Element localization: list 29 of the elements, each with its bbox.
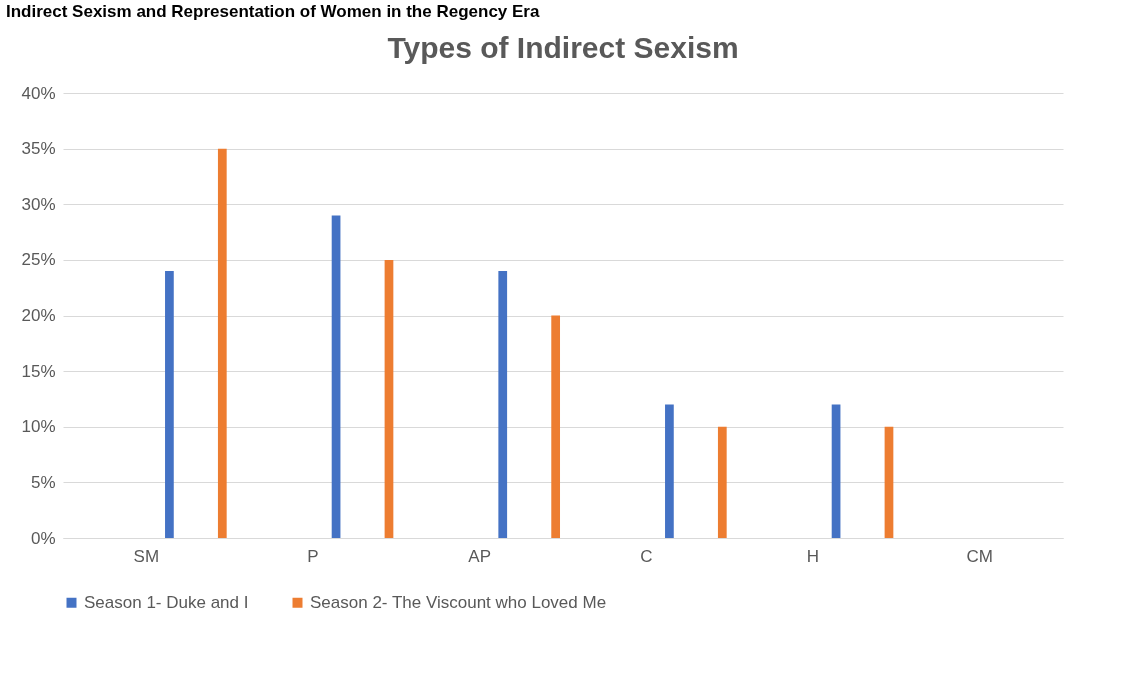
x-tick-label: C [640, 546, 653, 566]
y-tick-label: 10% [21, 417, 56, 437]
bar [831, 404, 841, 538]
bar [665, 404, 674, 538]
x-tick-label: SM [133, 546, 160, 566]
y-tick-label: 0% [30, 528, 56, 548]
x-tick-label: AP [468, 546, 492, 566]
text: Indirect Sexism and Representation of Women in the Regency Era [5, 1, 541, 23]
bar [498, 271, 508, 538]
bar [331, 215, 341, 538]
bar [884, 426, 894, 538]
y-tick-label: 15% [21, 361, 56, 381]
bar [551, 315, 561, 538]
x-tick-label: CM [966, 546, 993, 566]
y-tick-label: 30% [21, 194, 56, 214]
x-tick-label: H [806, 546, 820, 566]
y-tick-label: 20% [21, 306, 56, 325]
chart-title: Types of Indirect Sexism [387, 31, 739, 64]
bar [717, 426, 727, 538]
y-tick-label: 25% [21, 250, 56, 270]
legend-label: Season 1- Duke and I [84, 592, 249, 612]
y-tick-label: 35% [21, 139, 56, 159]
y-tick-label: 40% [21, 83, 56, 103]
bar [384, 259, 394, 538]
bar [165, 271, 174, 538]
x-tick-label: P [307, 546, 319, 566]
bar [217, 148, 227, 538]
y-tick-label: 5% [30, 472, 56, 492]
legend-label: Season 2- The Viscount who Loved Me [310, 592, 607, 612]
